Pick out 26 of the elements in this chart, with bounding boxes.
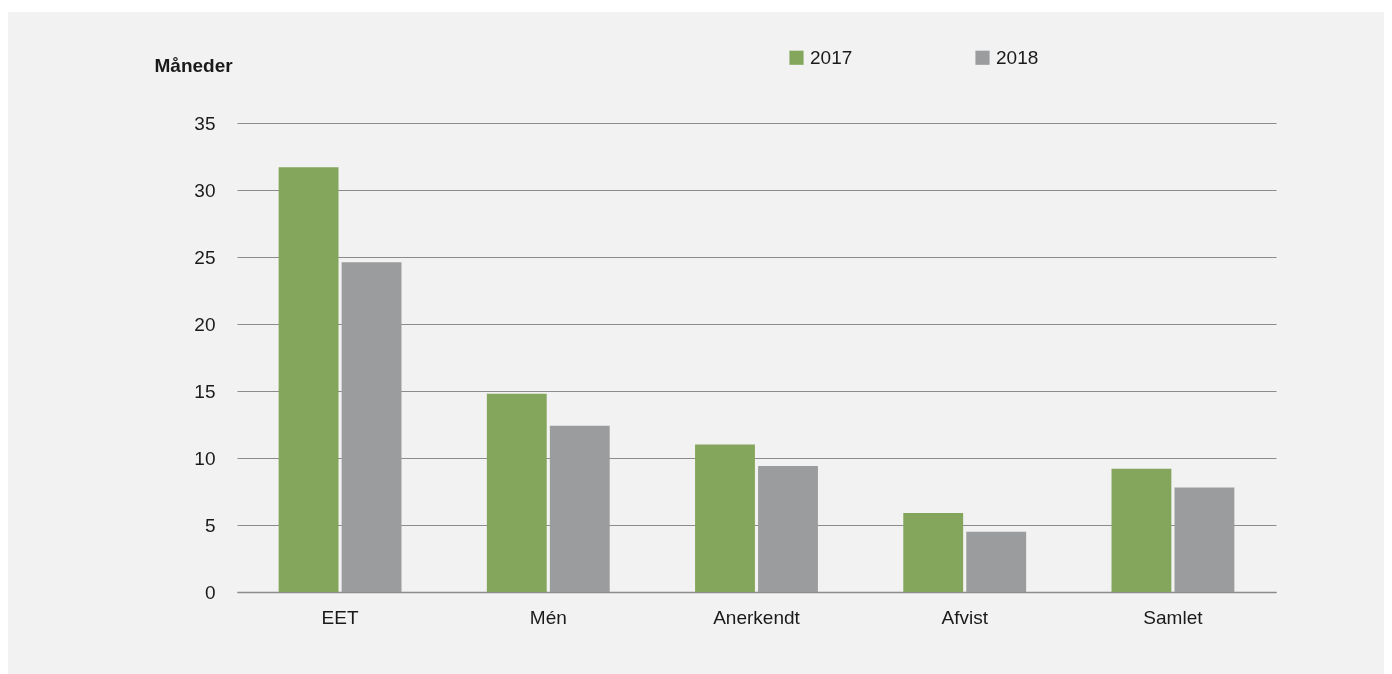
bar (1111, 468, 1172, 592)
y-tick-label: 5 (204, 514, 216, 536)
y-tick-label: 30 (194, 179, 216, 201)
y-tick-label: 20 (194, 313, 216, 335)
legend-label: 2017 (810, 46, 853, 68)
bar (278, 167, 339, 592)
y-axis-title: Måneder (154, 54, 234, 76)
x-tick-label: Anerkendt (713, 606, 801, 628)
y-tick-label: 25 (194, 246, 216, 268)
bar (903, 512, 964, 592)
bar (486, 393, 547, 592)
x-tick-label: Samlet (1143, 606, 1204, 628)
bar (758, 466, 818, 592)
y-tick-label: 10 (194, 447, 216, 469)
x-tick-label: Mén (529, 606, 567, 628)
x-tick-label: Afvist (941, 606, 989, 628)
y-tick-label: 0 (204, 581, 216, 603)
bar (695, 444, 755, 592)
y-tick-label: 15 (194, 380, 216, 402)
bar (341, 262, 402, 592)
bar (1174, 487, 1235, 592)
legend-label: 2018 (996, 46, 1039, 68)
bar (966, 531, 1027, 592)
x-tick-label: EET (321, 606, 359, 628)
y-tick-label: 35 (194, 112, 216, 134)
bar (549, 425, 610, 592)
